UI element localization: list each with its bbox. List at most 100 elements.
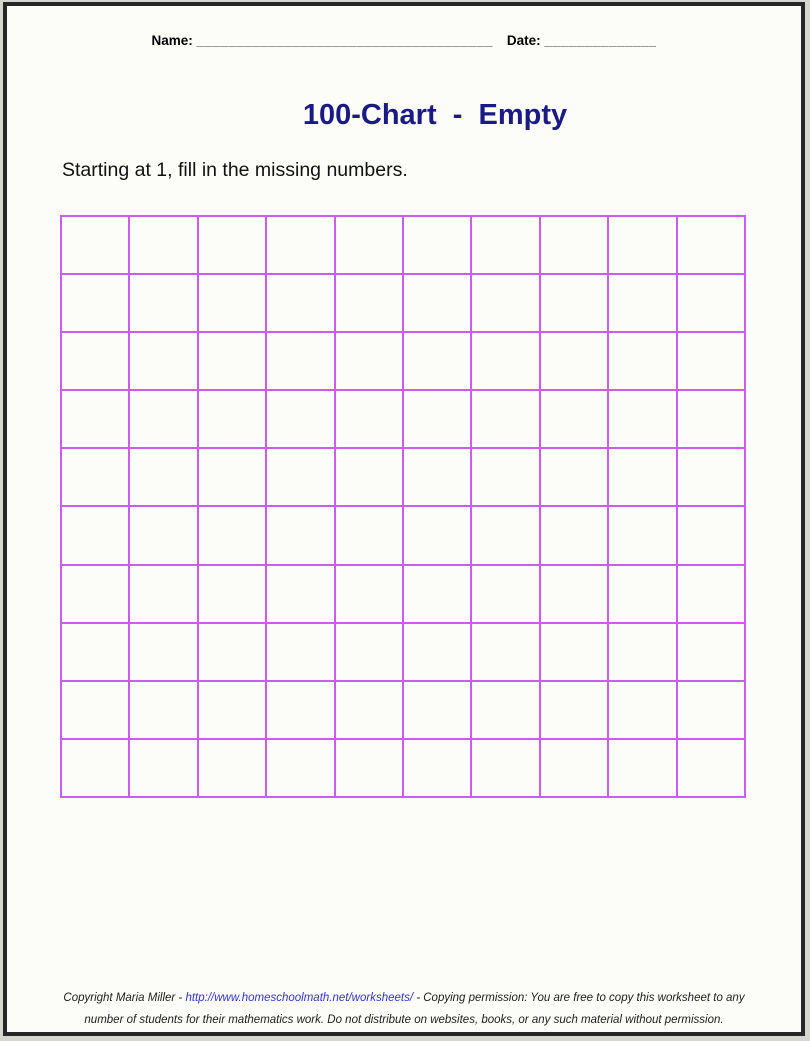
- grid-cell[interactable]: [265, 621, 336, 682]
- grid-cell[interactable]: [675, 331, 747, 392]
- grid-cell[interactable]: [59, 214, 131, 276]
- grid-cell[interactable]: [607, 621, 678, 682]
- grid-cell[interactable]: [470, 679, 541, 740]
- grid-cell[interactable]: [196, 389, 268, 450]
- grid-cell[interactable]: [59, 505, 131, 566]
- grid-cell[interactable]: [265, 505, 336, 566]
- grid-cell[interactable]: [333, 737, 404, 799]
- grid-cell[interactable]: [128, 214, 199, 276]
- date-write-line[interactable]: ______________: [544, 33, 657, 48]
- grid-cell[interactable]: [333, 621, 404, 682]
- name-write-line[interactable]: _____________________________________: [196, 33, 493, 48]
- grid-cell[interactable]: [333, 447, 404, 508]
- grid-cell[interactable]: [401, 505, 473, 566]
- grid-cell[interactable]: [675, 505, 747, 566]
- grid-cell[interactable]: [196, 447, 268, 508]
- grid-cell[interactable]: [401, 737, 473, 799]
- grid-cell[interactable]: [401, 563, 473, 624]
- grid-cell[interactable]: [265, 331, 336, 392]
- grid-cell[interactable]: [128, 621, 199, 682]
- grid-cell[interactable]: [265, 737, 336, 799]
- grid-cell[interactable]: [675, 679, 747, 740]
- grid-cell[interactable]: [538, 273, 610, 334]
- grid-cell[interactable]: [128, 447, 199, 508]
- grid-cell[interactable]: [401, 273, 473, 334]
- grid-cell[interactable]: [675, 621, 747, 682]
- grid-cell[interactable]: [333, 505, 404, 566]
- grid-cell[interactable]: [59, 737, 131, 799]
- grid-cell[interactable]: [607, 331, 678, 392]
- grid-cell[interactable]: [196, 331, 268, 392]
- grid-cell[interactable]: [607, 447, 678, 508]
- grid-cell[interactable]: [538, 331, 610, 392]
- grid-cell[interactable]: [607, 273, 678, 334]
- grid-cell[interactable]: [59, 273, 131, 334]
- grid-cell[interactable]: [59, 389, 131, 450]
- grid-cell[interactable]: [128, 389, 199, 450]
- grid-cell[interactable]: [59, 563, 131, 624]
- grid-cell[interactable]: [607, 214, 678, 276]
- grid-cell[interactable]: [401, 447, 473, 508]
- grid-cell[interactable]: [607, 505, 678, 566]
- grid-cell[interactable]: [265, 273, 336, 334]
- grid-cell[interactable]: [128, 331, 199, 392]
- grid-cell[interactable]: [470, 737, 541, 799]
- grid-cell[interactable]: [675, 737, 747, 799]
- grid-cell[interactable]: [265, 679, 336, 740]
- grid-cell[interactable]: [333, 679, 404, 740]
- grid-cell[interactable]: [401, 389, 473, 450]
- grid-cell[interactable]: [265, 447, 336, 508]
- grid-cell[interactable]: [538, 563, 610, 624]
- grid-cell[interactable]: [470, 331, 541, 392]
- grid-cell[interactable]: [401, 331, 473, 392]
- grid-cell[interactable]: [675, 273, 747, 334]
- grid-cell[interactable]: [128, 273, 199, 334]
- grid-cell[interactable]: [470, 563, 541, 624]
- grid-cell[interactable]: [401, 621, 473, 682]
- grid-cell[interactable]: [196, 737, 268, 799]
- grid-cell[interactable]: [196, 505, 268, 566]
- grid-cell[interactable]: [333, 214, 404, 276]
- grid-cell[interactable]: [128, 563, 199, 624]
- grid-cell[interactable]: [265, 389, 336, 450]
- grid-cell[interactable]: [59, 447, 131, 508]
- grid-cell[interactable]: [333, 331, 404, 392]
- worksheets-link[interactable]: http://www.homeschoolmath.net/worksheets…: [185, 992, 414, 1004]
- grid-cell[interactable]: [675, 447, 747, 508]
- grid-cell[interactable]: [265, 214, 336, 276]
- grid-cell[interactable]: [538, 679, 610, 740]
- grid-cell[interactable]: [538, 505, 610, 566]
- grid-cell[interactable]: [675, 389, 747, 450]
- grid-cell[interactable]: [607, 737, 678, 799]
- grid-cell[interactable]: [196, 273, 268, 334]
- grid-cell[interactable]: [675, 214, 747, 276]
- grid-cell[interactable]: [401, 679, 473, 740]
- grid-cell[interactable]: [607, 563, 678, 624]
- grid-cell[interactable]: [333, 273, 404, 334]
- grid-cell[interactable]: [59, 621, 131, 682]
- grid-cell[interactable]: [196, 563, 268, 624]
- grid-cell[interactable]: [401, 214, 473, 276]
- grid-cell[interactable]: [538, 621, 610, 682]
- grid-cell[interactable]: [196, 214, 268, 276]
- grid-cell[interactable]: [128, 737, 199, 799]
- grid-cell[interactable]: [333, 563, 404, 624]
- grid-cell[interactable]: [265, 563, 336, 624]
- grid-cell[interactable]: [470, 505, 541, 566]
- grid-cell[interactable]: [538, 447, 610, 508]
- grid-cell[interactable]: [675, 563, 747, 624]
- grid-cell[interactable]: [607, 389, 678, 450]
- grid-cell[interactable]: [196, 679, 268, 740]
- grid-cell[interactable]: [470, 621, 541, 682]
- grid-cell[interactable]: [470, 447, 541, 508]
- grid-cell[interactable]: [538, 214, 610, 276]
- grid-cell[interactable]: [128, 505, 199, 566]
- grid-cell[interactable]: [128, 679, 199, 740]
- grid-cell[interactable]: [196, 621, 268, 682]
- grid-cell[interactable]: [59, 679, 131, 740]
- grid-cell[interactable]: [470, 273, 541, 334]
- grid-cell[interactable]: [607, 679, 678, 740]
- grid-cell[interactable]: [333, 389, 404, 450]
- grid-cell[interactable]: [470, 389, 541, 450]
- grid-cell[interactable]: [538, 737, 610, 799]
